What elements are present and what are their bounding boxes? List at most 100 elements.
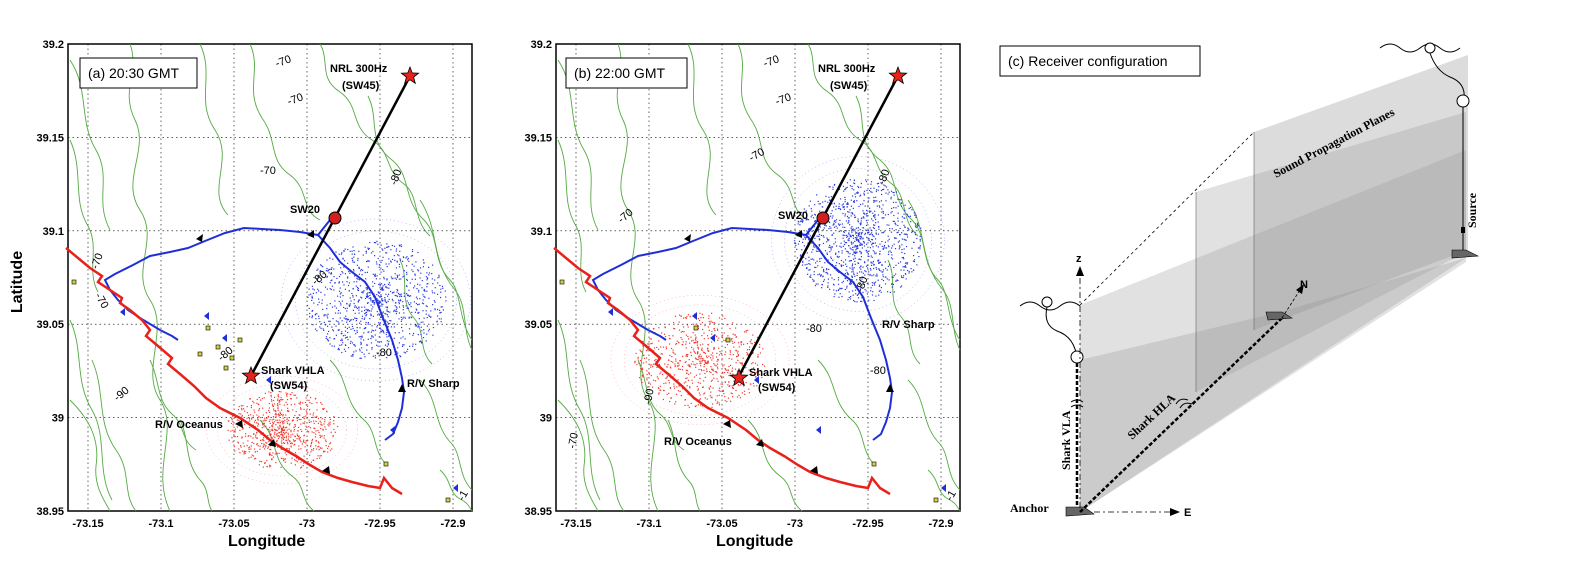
field-dot: [887, 240, 889, 242]
contour-label: -70: [286, 91, 305, 108]
field-dot: [748, 369, 750, 371]
field-dot: [700, 317, 702, 319]
field-dot: [412, 255, 414, 257]
field-dot: [897, 262, 900, 264]
field-dot: [294, 440, 296, 442]
field-dot: [822, 201, 824, 203]
field-dot: [706, 398, 708, 400]
field-dot: [896, 232, 898, 234]
field-dot: [367, 247, 369, 249]
field-dot: [852, 249, 854, 251]
field-dot: [854, 289, 857, 291]
field-dot: [646, 377, 648, 379]
field-dot: [364, 312, 367, 314]
field-dot: [275, 419, 277, 421]
y-tick-label: 39.15: [36, 132, 64, 144]
field-dot: [402, 330, 404, 332]
field-dot: [240, 445, 242, 447]
field-dot: [814, 220, 817, 222]
field-dot: [280, 428, 282, 430]
field-dot: [321, 265, 323, 267]
x-tick-label: -73: [299, 518, 315, 530]
field-dot: [826, 241, 828, 243]
field-dot: [436, 321, 438, 323]
field-dot: [351, 354, 354, 356]
field-dot: [326, 288, 328, 290]
field-dot: [364, 271, 366, 274]
field-dot: [883, 231, 885, 233]
field-dot: [317, 304, 319, 306]
field-dot: [837, 223, 840, 225]
field-dot: [279, 422, 281, 424]
field-dot: [365, 308, 367, 310]
field-dot: [842, 226, 844, 228]
field-dot: [829, 246, 831, 248]
field-dot: [642, 345, 644, 347]
field-dot: [879, 206, 881, 208]
field-dot: [854, 252, 856, 254]
field-dot: [808, 239, 810, 241]
track-arrow: [196, 234, 203, 242]
field-dot: [343, 317, 345, 319]
field-dot: [316, 448, 318, 450]
field-dot: [368, 297, 370, 299]
field-dot: [266, 459, 268, 462]
field-dot: [382, 256, 384, 258]
field-dot: [335, 307, 337, 309]
field-dot: [366, 271, 368, 273]
field-dot: [897, 241, 899, 243]
field-dot: [875, 233, 877, 235]
field-dot: [805, 236, 807, 238]
field-dot: [356, 277, 358, 280]
field-dot: [386, 357, 388, 359]
field-dot: [711, 359, 713, 361]
field-dot: [271, 458, 273, 460]
field-dot: [703, 363, 705, 365]
field-dot: [806, 267, 808, 269]
field-dot: [837, 256, 839, 258]
field-dot: [850, 260, 852, 262]
field-dot: [267, 447, 269, 449]
field-dot: [380, 331, 382, 333]
field-dot: [891, 228, 893, 230]
field-dot: [891, 211, 893, 213]
subsurface-float: [1070, 350, 1084, 364]
field-dot: [428, 297, 430, 299]
field-dot: [428, 266, 430, 268]
field-dot: [762, 363, 764, 366]
field-dot: [319, 434, 321, 436]
field-dot: [726, 344, 728, 346]
field-dot: [824, 250, 827, 252]
field-dot: [279, 426, 281, 428]
field-dot: [701, 313, 703, 315]
field-dot: [667, 363, 669, 366]
field-dot: [728, 357, 730, 360]
field-dot: [680, 337, 682, 339]
field-dot: [826, 252, 828, 254]
field-dot: [681, 338, 683, 340]
field-dot: [385, 333, 387, 336]
field-dot: [796, 248, 798, 250]
field-dot: [327, 317, 329, 319]
field-dot: [737, 342, 740, 344]
field-dot: [685, 343, 687, 345]
field-dot: [887, 253, 890, 255]
field-ring: [771, 156, 945, 324]
field-dot: [256, 422, 258, 424]
field-dot: [853, 299, 855, 302]
field-dot: [398, 306, 401, 308]
field-dot: [690, 336, 692, 338]
field-dot: [828, 199, 831, 201]
contour-line: [91, 359, 137, 512]
field-dot: [721, 383, 723, 385]
track-arrow: [756, 439, 764, 447]
field-dot: [685, 381, 687, 383]
field-dot: [676, 386, 678, 388]
hla-end-anchor: [1265, 311, 1293, 321]
field-dot: [259, 460, 261, 462]
field-dot: [654, 380, 657, 382]
field-dot: [825, 225, 827, 227]
field-dot: [826, 272, 828, 274]
field-dot: [688, 338, 690, 340]
field-dot: [820, 257, 822, 259]
